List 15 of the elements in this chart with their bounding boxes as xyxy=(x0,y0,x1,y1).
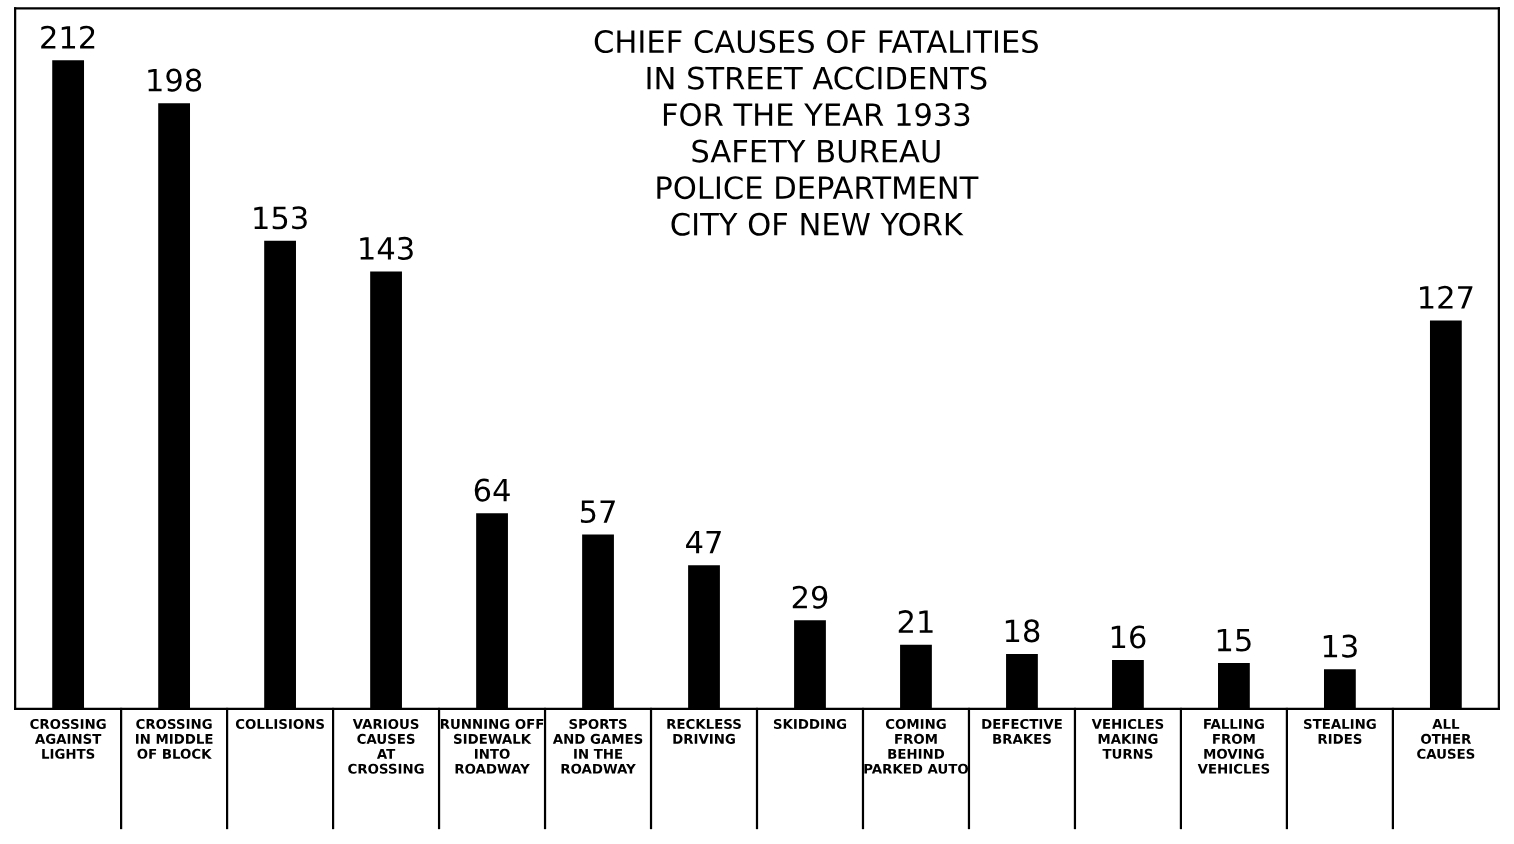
data-label: 127 xyxy=(1420,285,1473,309)
data-label: 143 xyxy=(360,236,413,260)
data-label: 18 xyxy=(1005,619,1040,643)
data-label: 47 xyxy=(686,530,721,554)
data-label: 15 xyxy=(1217,628,1251,652)
data-label: 153 xyxy=(254,206,307,230)
data-label: 198 xyxy=(148,68,202,92)
data-label: 29 xyxy=(792,585,828,609)
data-label: 13 xyxy=(1323,634,1357,658)
data-label: 57 xyxy=(580,500,615,524)
text: CHIEF CAUSES OF FATALITIES IN STREET ACCIDENTS FOR THE YEAR 1933 SAFETY BUREAU POLICE DEPARTMENT CITY OF NEW YORK xyxy=(594,30,1038,236)
data-label: 16 xyxy=(1111,625,1146,649)
data-label: 64 xyxy=(474,478,510,502)
data-label: 21 xyxy=(898,610,933,633)
data-label: 212 xyxy=(41,25,95,49)
